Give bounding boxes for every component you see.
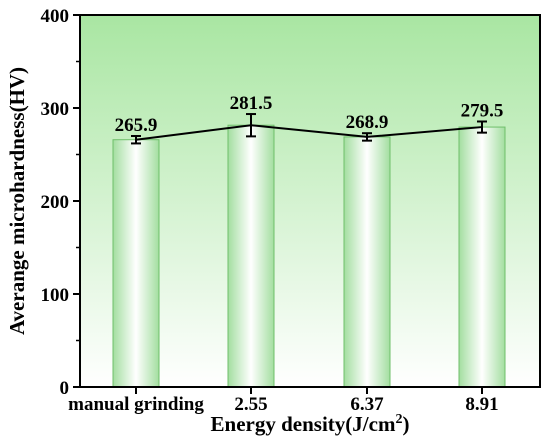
data-label-0: 265.9 <box>115 115 158 136</box>
x-axis-title: Energy density(J/cm2) <box>211 412 410 436</box>
bar-3 <box>458 126 506 388</box>
bar-0 <box>112 139 160 388</box>
y-axis-title: Averange microhardness(HV) <box>5 67 29 335</box>
x-tick-label-1: 2.55 <box>234 394 267 415</box>
y-tick-label-3: 300 <box>41 99 70 120</box>
x-tick-label-0: manual grinding <box>68 394 204 415</box>
data-label-1: 281.5 <box>230 93 273 114</box>
data-label-2: 268.9 <box>346 112 389 133</box>
bars-group <box>112 124 506 388</box>
trend-line <box>135 124 483 141</box>
x-tick-label-2: 6.37 <box>350 394 384 415</box>
error-bars-group <box>131 113 487 145</box>
y-tick-label-4: 400 <box>41 6 70 27</box>
x-axis-title-suffix: ) <box>402 412 409 436</box>
bar-2 <box>343 136 391 388</box>
data-label-3: 279.5 <box>461 100 504 121</box>
data-labels-group: 265.9 281.5 268.9 279.5 <box>115 93 504 136</box>
x-axis-title-main: Energy density(J/cm <box>211 412 396 436</box>
x-axis-ticks: manual grinding 2.55 6.37 8.91 <box>68 387 499 415</box>
y-tick-label-0: 0 <box>60 378 70 399</box>
y-tick-label-1: 100 <box>41 285 70 306</box>
y-tick-label-2: 200 <box>41 192 70 213</box>
bar-1 <box>227 124 275 388</box>
x-tick-label-3: 8.91 <box>465 394 498 415</box>
y-axis-ticks: 0 100 200 300 400 <box>41 6 80 399</box>
x-axis-title-superscript: 2 <box>395 412 402 427</box>
